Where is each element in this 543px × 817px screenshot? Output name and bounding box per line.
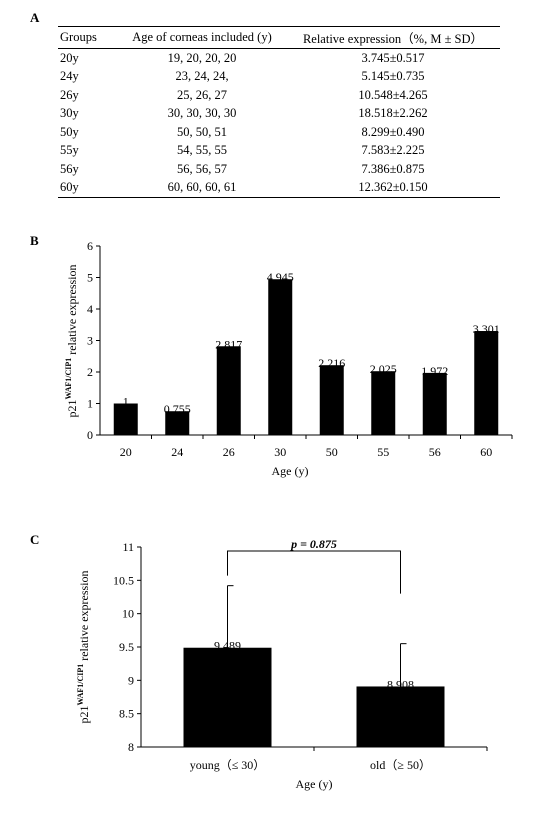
x-tick-label: young（≤ 30） bbox=[190, 758, 266, 772]
cell-ages: 25, 26, 27 bbox=[177, 87, 227, 102]
cell-group: 60y bbox=[58, 178, 118, 198]
cell-ages: 50, 50, 51 bbox=[177, 124, 227, 139]
table-row: 56y 56, 56, 57 7.386±0.875 bbox=[58, 160, 500, 179]
data-label: 1 bbox=[123, 395, 129, 409]
cell-expression: 18.518±2.262 bbox=[358, 106, 428, 121]
bar bbox=[474, 331, 499, 435]
significance-bracket bbox=[227, 550, 401, 594]
x-tick-label: 30 bbox=[274, 445, 286, 459]
p-value-annotation: p = 0.875 bbox=[290, 537, 337, 551]
data-label: 1.972 bbox=[421, 364, 448, 378]
data-label: 3.301 bbox=[473, 322, 500, 336]
x-tick-label: 20 bbox=[120, 445, 132, 459]
y-tick-label: 1 bbox=[87, 397, 93, 411]
cell-group: 56y bbox=[60, 161, 79, 176]
cell-expression: 12.362±0.150 bbox=[286, 178, 500, 198]
header-relative-expression: Relative expression（%, M ± SD） bbox=[286, 26, 500, 49]
chart-b: 01234561200.755242.817264.945302.216502.… bbox=[64, 239, 513, 478]
y-tick-label: 9 bbox=[128, 673, 134, 687]
data-label: 2.817 bbox=[215, 337, 242, 351]
bar bbox=[422, 372, 447, 435]
data-label: 9.489 bbox=[214, 639, 241, 653]
y-tick-label: 6 bbox=[87, 239, 93, 253]
y-axis-label-superscript: WAF1/CIP1 bbox=[64, 358, 73, 400]
bar bbox=[268, 279, 293, 435]
bar bbox=[319, 365, 344, 435]
y-tick-label: 10 bbox=[122, 607, 134, 621]
x-tick-label: 50 bbox=[326, 445, 338, 459]
x-axis-label: Age (y) bbox=[296, 777, 333, 791]
header-groups: Groups bbox=[58, 26, 118, 49]
table-row: 26y 25, 26, 27 10.548±4.265 bbox=[58, 86, 500, 105]
cell-expression: 10.548±4.265 bbox=[358, 87, 428, 102]
cell-ages: 56, 56, 57 bbox=[177, 161, 227, 176]
cell-ages: 19, 20, 20, 20 bbox=[167, 50, 237, 65]
y-tick-label: 2 bbox=[87, 365, 93, 379]
y-tick-label: 8.5 bbox=[119, 707, 134, 721]
x-axis-label: Age (y) bbox=[272, 464, 309, 478]
bar bbox=[165, 411, 190, 435]
cell-group: 20y bbox=[60, 50, 79, 65]
y-tick-label: 9.5 bbox=[119, 640, 134, 654]
cell-ages: 54, 55, 55 bbox=[177, 143, 227, 158]
cell-ages: 60, 60, 60, 61 bbox=[118, 178, 286, 198]
y-axis-label: p21WAF1/CIP1 relative expression bbox=[64, 264, 79, 417]
data-table: Groups Age of corneas included (y) Relat… bbox=[58, 26, 500, 198]
y-tick-label: 5 bbox=[87, 271, 93, 285]
cell-ages: 23, 24, 24, bbox=[175, 69, 229, 84]
x-tick-label: old（≥ 50） bbox=[370, 758, 431, 772]
cell-ages: 30, 30, 30, 30 bbox=[167, 106, 237, 121]
cell-expression: 3.745±0.517 bbox=[361, 50, 425, 65]
x-tick-label: 55 bbox=[377, 445, 389, 459]
y-tick-label: 10.5 bbox=[113, 573, 134, 587]
x-tick-label: 60 bbox=[480, 445, 492, 459]
y-tick-label: 4 bbox=[87, 302, 93, 316]
y-tick-label: 8 bbox=[128, 740, 134, 754]
bar bbox=[183, 647, 272, 747]
y-axis-label-base: p21 bbox=[77, 706, 91, 724]
y-tick-label: 0 bbox=[87, 428, 93, 442]
header-age-included: Age of corneas included (y) bbox=[118, 26, 286, 49]
cell-group: 30y bbox=[60, 106, 79, 121]
cell-expression: 8.299±0.490 bbox=[361, 124, 425, 139]
cell-group: 55y bbox=[60, 143, 79, 158]
panel-label-c: C bbox=[30, 532, 40, 547]
data-label: 2.025 bbox=[370, 362, 397, 376]
bar bbox=[356, 686, 445, 747]
table-header-row: Groups Age of corneas included (y) Relat… bbox=[58, 26, 500, 49]
table-row: 20y 19, 20, 20, 20 3.745±0.517 bbox=[58, 49, 500, 68]
cell-expression: 7.583±2.225 bbox=[361, 143, 425, 158]
y-tick-label: 11 bbox=[122, 540, 134, 554]
table-row: 30y 30, 30, 30, 30 18.518±2.262 bbox=[58, 105, 500, 124]
table-row: 24y 23, 24, 24, 5.145±0.735 bbox=[58, 68, 500, 87]
cell-group: 24y bbox=[60, 69, 79, 84]
y-axis-label-base: p21 bbox=[65, 400, 79, 418]
cell-expression: 5.145±0.735 bbox=[361, 69, 425, 84]
y-axis-label-rest: relative expression bbox=[77, 570, 91, 663]
x-tick-label: 26 bbox=[223, 445, 235, 459]
x-tick-label: 56 bbox=[429, 445, 441, 459]
bar bbox=[371, 371, 396, 435]
y-axis-label-superscript: WAF1/CIP1 bbox=[76, 664, 85, 706]
cell-expression: 7.386±0.875 bbox=[361, 161, 425, 176]
y-axis-label: p21WAF1/CIP1 relative expression bbox=[76, 570, 91, 723]
table-row: 60y 60, 60, 60, 61 12.362±0.150 bbox=[58, 178, 500, 198]
panel-label-b: B bbox=[30, 233, 39, 248]
bar bbox=[216, 346, 241, 435]
chart-c: 8 8.5 9 9.5 10 10.5 11 9.489 young（≤ 30） 8.908 old… bbox=[76, 537, 488, 791]
y-tick-label: 3 bbox=[87, 334, 93, 348]
x-tick-label: 24 bbox=[171, 445, 183, 459]
data-label: 8.908 bbox=[387, 677, 414, 691]
table-row: 50y 50, 50, 51 8.299±0.490 bbox=[58, 123, 500, 142]
data-label: 2.216 bbox=[318, 356, 345, 370]
bar bbox=[113, 403, 138, 435]
panel-label-a: A bbox=[30, 10, 40, 25]
cell-group: 26y bbox=[60, 87, 79, 102]
data-label: 0.755 bbox=[164, 402, 191, 416]
table-row: 55y 54, 55, 55 7.583±2.225 bbox=[58, 142, 500, 161]
y-axis-label-rest: relative expression bbox=[65, 264, 79, 357]
cell-group: 50y bbox=[60, 124, 79, 139]
data-label: 4.945 bbox=[267, 270, 294, 284]
